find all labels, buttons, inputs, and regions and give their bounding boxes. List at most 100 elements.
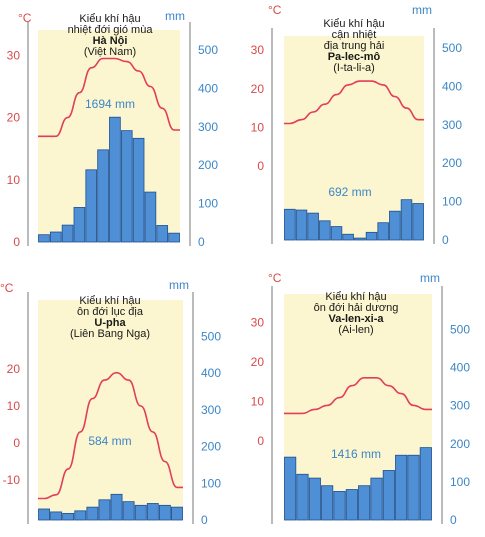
precip-bar-m3 (61, 224, 74, 243)
precip-bar-m5 (330, 226, 343, 241)
chart-title-line: (I-ta-li-a) (333, 62, 375, 74)
rain-tick-label: 400 (201, 366, 221, 380)
precip-bar-m3 (308, 477, 321, 521)
precip-bar-m2 (296, 473, 309, 521)
rain-tick-label: 300 (442, 118, 462, 132)
temp-tick-label: -10 (3, 473, 21, 487)
rain-tick-label: 300 (201, 403, 221, 417)
precip-bar-m4 (73, 207, 86, 243)
precipitation-unit: mm (420, 271, 440, 285)
temp-tick-label: 10 (7, 399, 21, 413)
rain-tick-label: 100 (442, 195, 462, 209)
precip-bar-m1 (284, 208, 296, 241)
precip-bar-m7 (358, 485, 371, 521)
temperature-unit: °C (0, 281, 14, 295)
precip-bar-m2 (50, 511, 63, 521)
annual-precip-total: 584 mm (88, 434, 131, 448)
rain-tick-label: 500 (442, 41, 462, 55)
rain-tick-label: 200 (442, 156, 462, 170)
precip-bar-m5 (333, 491, 346, 521)
temp-tick-label: 10 (251, 120, 265, 134)
precip-bar-m6 (342, 233, 354, 241)
precip-bar-m11 (158, 504, 171, 521)
precip-bar-m11 (407, 454, 420, 521)
rain-tick-label: 300 (450, 399, 470, 413)
chart-title-line: Kiểu khí hậu (323, 18, 384, 30)
temp-tick-label: 20 (251, 355, 265, 369)
precip-bar-m4 (321, 485, 334, 521)
precip-bar-m5 (86, 506, 99, 521)
precipitation-unit: mm (165, 9, 185, 23)
chart-title-line: (Ai-len) (338, 324, 373, 336)
precip-bar-m12 (171, 506, 183, 521)
rain-tick-label: 0 (201, 513, 208, 527)
rain-tick-label: 200 (450, 437, 470, 451)
rain-tick-label: 0 (450, 513, 457, 527)
temp-tick-label: 30 (7, 48, 21, 62)
precip-bar-m7 (110, 493, 123, 521)
temp-tick-label: 20 (251, 82, 265, 96)
precip-bar-m1 (38, 508, 50, 521)
precip-bar-m10 (389, 210, 401, 241)
precip-bar-m12 (419, 447, 432, 521)
precip-bar-m6 (345, 489, 358, 521)
precip-bar-m8 (365, 231, 378, 241)
temp-tick-label: 0 (13, 436, 20, 450)
chart-title-line: Kiểu khí hậu (325, 291, 386, 303)
chart-title-line: Hà Nội (93, 35, 128, 47)
precip-bar-m9 (134, 504, 147, 521)
chart-title-line: (Việt Nam) (84, 46, 136, 58)
precip-bar-m1 (38, 234, 50, 243)
precip-bar-m5 (85, 169, 98, 243)
rain-tick-label: 500 (201, 330, 221, 344)
rain-tick-label: 300 (198, 120, 218, 134)
temperature-unit: °C (268, 271, 282, 285)
chart-title-line: Pa-lec-mô (328, 51, 381, 63)
chart-title-line: nhiệt đới gió mùa (68, 24, 154, 36)
temperature-unit: °C (268, 3, 282, 17)
precip-bar-m12 (412, 203, 424, 241)
temp-tick-label: 10 (251, 395, 265, 409)
rain-tick-label: 200 (198, 158, 218, 172)
precipitation-unit: mm (169, 278, 189, 292)
precip-bar-m3 (307, 212, 319, 241)
precip-bar-m8 (370, 477, 383, 521)
precip-bar-m7 (109, 116, 121, 243)
temp-tick-label: 10 (7, 173, 21, 187)
rain-tick-label: 500 (450, 323, 470, 337)
precip-bar-m9 (132, 137, 145, 243)
annual-precip-total: 1694 mm (85, 97, 135, 111)
chart-title-line: ôn đới hải dương (314, 302, 399, 314)
rain-tick-label: 400 (198, 81, 218, 95)
rain-tick-label: 400 (450, 361, 470, 375)
temp-tick-label: 20 (7, 111, 21, 125)
precip-bar-m6 (98, 499, 111, 521)
annual-precip-total: 1416 mm (331, 447, 381, 461)
chart-title-line: Va-len-xi-a (328, 313, 384, 325)
plot-background (38, 30, 180, 242)
temp-tick-label: 30 (251, 43, 265, 57)
plot-background (284, 294, 432, 520)
temp-tick-label: 0 (257, 159, 264, 173)
precipitation-unit: mm (412, 3, 432, 17)
annual-precip-total: 692 mm (328, 185, 371, 199)
precip-bar-m11 (400, 199, 413, 241)
chart-title-line: địa trung hải (324, 40, 385, 52)
temperature-line (38, 57, 180, 138)
temp-tick-label: 30 (251, 316, 265, 330)
precip-bar-m11 (156, 225, 169, 243)
precip-bar-m4 (319, 220, 331, 241)
rain-tick-label: 500 (198, 43, 218, 57)
chart-title-line: U-pha (94, 317, 126, 329)
precip-bar-m2 (49, 231, 62, 243)
precip-bar-m9 (382, 470, 395, 521)
rain-tick-label: 100 (198, 197, 218, 211)
precip-bar-m8 (120, 130, 133, 243)
precip-bar-m4 (74, 510, 87, 521)
chart-title-line: cận nhiệt (332, 29, 377, 41)
